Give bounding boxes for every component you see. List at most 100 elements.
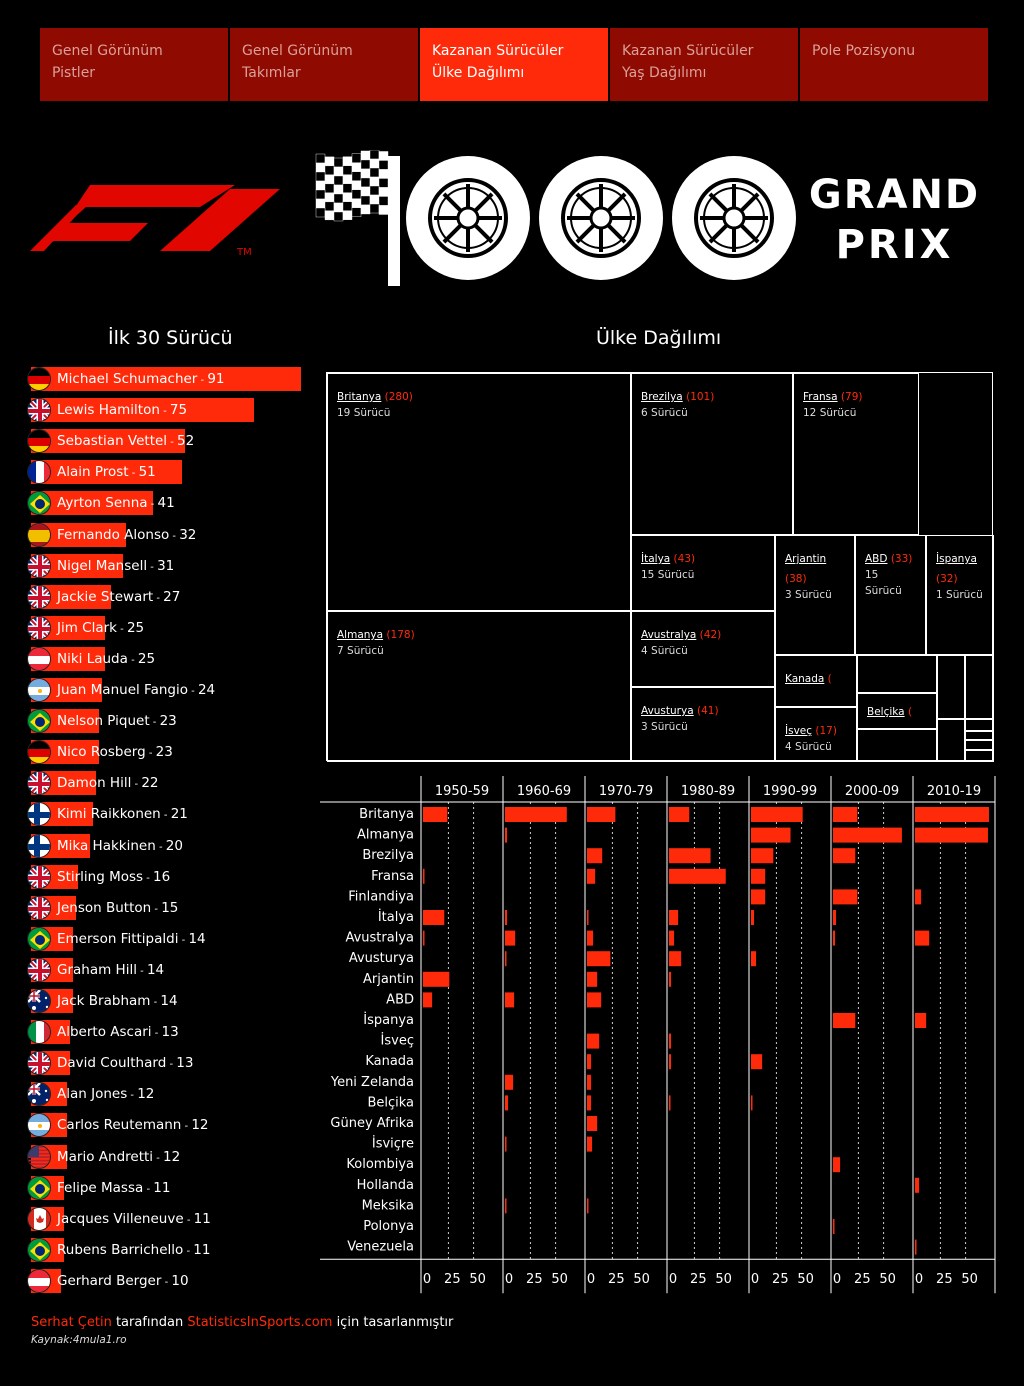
decade-bar[interactable] [669, 868, 726, 884]
decade-bar[interactable] [423, 930, 425, 946]
nav-tab-1[interactable]: Genel Görünüm Pistler [40, 28, 228, 101]
driver-bar[interactable] [31, 429, 186, 454]
nav-tab-4[interactable]: Kazanan Sürücüler Yaş Dağılımı [610, 28, 798, 101]
decade-bar[interactable] [669, 807, 690, 822]
decade-bar[interactable] [587, 868, 596, 884]
decade-bar[interactable] [915, 889, 922, 905]
decade-bar[interactable] [915, 930, 930, 946]
decade-bar[interactable] [587, 951, 611, 967]
decade-bar[interactable] [833, 910, 837, 925]
decade-bar[interactable] [751, 1054, 763, 1070]
decade-bar[interactable] [669, 930, 675, 946]
treemap-cell[interactable]: Arjantin (38) 3 Sürücü [775, 535, 855, 655]
decade-bar[interactable] [505, 910, 508, 925]
decade-bar[interactable] [587, 1116, 598, 1131]
decade-bar[interactable] [833, 889, 858, 905]
decade-bar[interactable] [669, 1033, 672, 1049]
decade-bar[interactable] [833, 1219, 835, 1234]
decade-bar[interactable] [669, 848, 711, 864]
decade-bar[interactable] [423, 971, 450, 987]
decade-bar[interactable] [587, 1136, 593, 1152]
decade-bar[interactable] [505, 1198, 507, 1214]
decade-bar[interactable] [751, 951, 757, 967]
decade-bar[interactable] [587, 992, 602, 1008]
decade-bar[interactable] [505, 930, 516, 946]
decade-bar[interactable] [751, 827, 791, 843]
decade-bar[interactable] [833, 827, 902, 843]
driver-bar[interactable] [31, 367, 301, 391]
treemap-cell[interactable]: Avustralya (42) 4 Sürücü [631, 611, 775, 687]
decade-bar[interactable] [587, 1074, 592, 1090]
treemap-cell[interactable]: Britanya (280) 19 Sürücü [327, 373, 631, 611]
decade-bar[interactable] [505, 807, 567, 822]
treemap-cell-small[interactable] [965, 731, 994, 740]
decade-bar[interactable] [423, 910, 445, 925]
decade-bar[interactable] [587, 807, 616, 822]
decade-bar[interactable] [751, 910, 755, 925]
decade-bar[interactable] [587, 848, 603, 864]
decade-bar[interactable] [587, 930, 594, 946]
decade-bar[interactable] [669, 1095, 671, 1111]
treemap-cell[interactable]: İsveç (17) 4 Sürücü [775, 707, 857, 762]
decade-bar[interactable] [915, 1239, 917, 1255]
decade-bar[interactable] [587, 1054, 592, 1070]
site-link[interactable]: StatisticsInSports.com [187, 1315, 333, 1330]
treemap-cell-small[interactable] [937, 655, 965, 719]
decade-bar[interactable] [833, 807, 858, 822]
decade-bar[interactable] [423, 992, 433, 1008]
decade-bar[interactable] [505, 827, 508, 843]
decade-bar[interactable] [587, 1033, 600, 1049]
decade-bar[interactable] [505, 951, 507, 967]
decade-bar[interactable] [915, 1177, 920, 1193]
treemap-cell[interactable]: Kanada ( [775, 655, 857, 707]
decade-bar[interactable] [669, 1054, 672, 1070]
decade-bar[interactable] [669, 910, 679, 925]
treemap-cell-small[interactable] [965, 740, 994, 750]
treemap-cell[interactable]: İspanya (32) 1 Sürücü [926, 535, 994, 655]
nav-tab-3[interactable]: Kazanan Sürücüler Ülke Dağılımı [420, 28, 608, 101]
decade-bar[interactable] [751, 889, 766, 905]
treemap-cell[interactable]: Fransa (79) 12 Sürücü [793, 373, 919, 535]
decade-bar[interactable] [669, 951, 682, 967]
driver-bar[interactable] [31, 398, 254, 423]
nav-tab-5[interactable]: Pole Pozisyonu [800, 28, 988, 101]
decade-bar[interactable] [751, 868, 766, 884]
treemap-cell[interactable]: Almanya (178) 7 Sürücü [327, 611, 631, 762]
decade-bar[interactable] [915, 1013, 927, 1028]
decade-bar[interactable] [915, 827, 988, 843]
decade-bar[interactable] [587, 910, 589, 925]
treemap-cell[interactable]: Avusturya (41) 3 Sürücü [631, 687, 775, 762]
decade-bar[interactable] [669, 971, 672, 987]
author-link[interactable]: Serhat Çetin [31, 1315, 112, 1330]
decade-bar[interactable] [505, 992, 515, 1008]
treemap-cell[interactable]: Brezilya (101) 6 Sürücü [631, 373, 793, 535]
decade-bar[interactable] [505, 1136, 507, 1152]
decade-bar[interactable] [751, 1095, 753, 1111]
treemap-cell-small[interactable] [965, 719, 994, 731]
decade-bar[interactable] [915, 807, 989, 822]
treemap-cell[interactable]: Belçika ( [857, 693, 937, 729]
driver-bar[interactable] [31, 460, 183, 485]
decade-bar[interactable] [751, 848, 774, 864]
treemap-cell-small[interactable] [857, 729, 937, 762]
decade-bar[interactable] [833, 1013, 856, 1028]
decade-bar[interactable] [505, 1095, 509, 1111]
decade-bar[interactable] [587, 971, 598, 987]
decade-bar[interactable] [833, 1157, 841, 1173]
treemap-cell[interactable]: ABD (33) 15 Sürücü [855, 535, 926, 655]
treemap-cell-small[interactable] [965, 655, 994, 719]
decade-bar[interactable] [423, 807, 448, 822]
decade-bar[interactable] [587, 1198, 589, 1214]
decade-bar[interactable] [833, 930, 836, 946]
decade-bar[interactable] [423, 868, 425, 884]
driver-bar[interactable] [31, 491, 153, 516]
decade-bar[interactable] [751, 807, 803, 822]
treemap-cell-small[interactable] [937, 719, 965, 762]
treemap-cell[interactable]: İtalya (43) 15 Sürücü [631, 535, 775, 611]
treemap-cell-small[interactable] [965, 750, 994, 762]
treemap-cell-small[interactable] [857, 655, 937, 693]
decade-bar[interactable] [505, 1074, 514, 1090]
nav-tab-2[interactable]: Genel Görünüm Takımlar [230, 28, 418, 101]
decade-bar[interactable] [833, 848, 856, 864]
decade-bar[interactable] [587, 1095, 592, 1111]
